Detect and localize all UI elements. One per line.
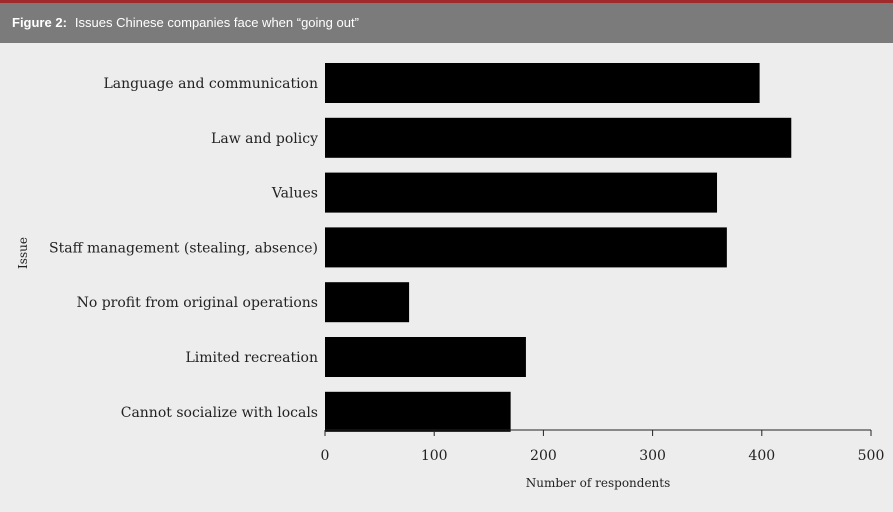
figure-title: Issues Chinese companies face when “goin… (74, 15, 359, 30)
x-axis-label: Number of respondents (526, 476, 671, 490)
bar (325, 227, 727, 268)
category-label: Staff management (stealing, absence) (49, 240, 318, 256)
bar (325, 63, 760, 103)
x-axis: 0 100 200 300 400 500 (321, 429, 885, 464)
category-label: No profit from original operations (77, 295, 318, 311)
x-tick-label: 500 (858, 448, 885, 464)
x-tick-label: 0 (321, 448, 330, 464)
category-label: Law and policy (211, 131, 318, 147)
figure-header: Figure 2: Issues Chinese companies face w… (0, 3, 893, 43)
bar (325, 337, 526, 377)
bar (325, 117, 792, 158)
bars-group (325, 63, 792, 432)
category-label: Values (271, 186, 318, 202)
bar-chart: Language and communication Law and policy… (16, 63, 885, 490)
category-label: Language and communication (103, 76, 318, 92)
accent-rule (0, 0, 893, 3)
bar (325, 172, 718, 213)
x-tick-label: 200 (530, 448, 557, 464)
bar (325, 391, 511, 432)
category-label: Cannot socialize with locals (121, 405, 318, 421)
y-axis-label: Issue (16, 237, 30, 269)
category-label: Limited recreation (185, 350, 318, 366)
category-labels-group: Language and communication Law and policy… (49, 76, 318, 421)
bar (325, 282, 410, 323)
x-tick-label: 100 (421, 448, 448, 464)
x-tick-label: 300 (639, 448, 666, 464)
x-tick-label: 400 (748, 448, 775, 464)
figure-label: Figure 2: (12, 15, 67, 30)
